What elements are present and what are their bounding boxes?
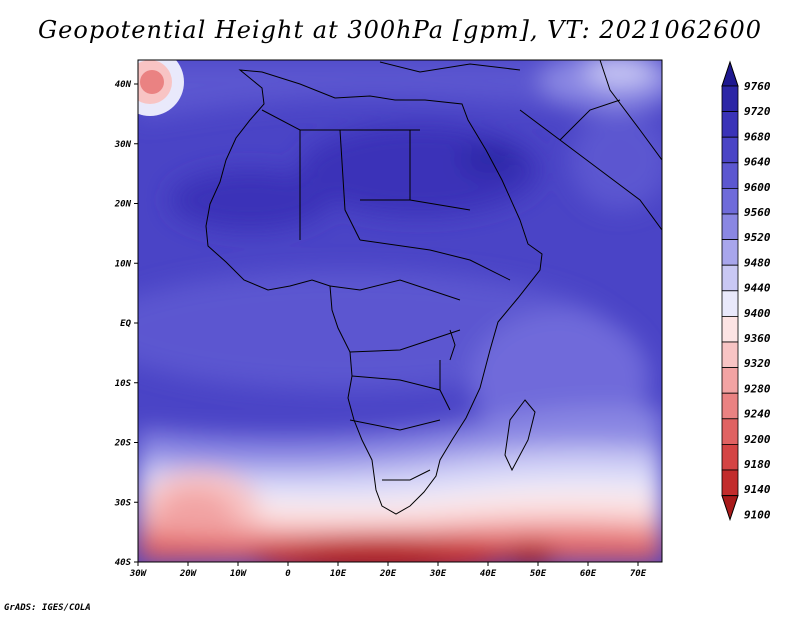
y-tick-label: 40S: [115, 558, 132, 568]
colorbar-segment: [721, 239, 739, 266]
colorbar-segment: [721, 264, 739, 292]
colorbar-bottom-arrow: [721, 495, 739, 522]
colorbar-label: 9140: [744, 483, 771, 496]
colorbar-label: 9760: [744, 80, 771, 93]
y-tick-label: 20S: [114, 439, 132, 449]
colorbar-label: 9720: [744, 105, 771, 118]
x-tick-label: 30E: [429, 569, 447, 579]
x-tick-label: 60E: [580, 569, 597, 579]
colorbar-label: 9100: [744, 508, 771, 521]
colorbar-label: 9480: [744, 256, 771, 269]
y-tick-label: 30S: [114, 498, 132, 508]
colorbar-label: 9280: [744, 382, 771, 395]
colorbar-label: 9400: [744, 307, 771, 320]
y-tick-label: 10N: [115, 259, 132, 269]
x-tick-label: 20E: [379, 569, 397, 579]
colorbar-label: 9240: [744, 408, 771, 421]
y-tick-label: 30N: [114, 140, 132, 150]
colorbar-label: 9180: [744, 458, 771, 471]
colorbar-label: 9200: [744, 433, 771, 446]
colorbar-label: 9680: [744, 130, 771, 143]
colorbar-segment: [721, 187, 739, 215]
x-tick-label: 0: [285, 569, 291, 579]
colorbar-segment: [721, 111, 739, 138]
y-tick-label: EQ: [120, 319, 131, 329]
colorbar-label: 9560: [744, 206, 771, 219]
colorbar-label: 9600: [744, 181, 771, 194]
colorbar-segment: [721, 136, 739, 164]
colorbar-segment: [721, 85, 739, 113]
x-tick-label: 70E: [630, 569, 647, 579]
x-axis: 30W 20W 10W 0 10E 20E 30E 40E 50E 60E 70E: [129, 562, 647, 579]
colorbar-segment: [721, 392, 739, 420]
colorbar: 9760 9720 9680 9640 9600 9560 9520 9480 9440 9400…: [721, 60, 771, 522]
height-field: [138, 60, 662, 562]
colorbar-label: 9360: [744, 332, 771, 345]
colorbar-segment: [721, 315, 739, 343]
x-tick-label: 10W: [230, 569, 248, 579]
x-tick-label: 10E: [330, 569, 347, 579]
y-tick-label: 10S: [115, 379, 132, 389]
y-tick-label: 40N: [115, 80, 132, 90]
colorbar-segment: [721, 213, 739, 241]
colorbar-segment: [721, 418, 739, 445]
colorbar-segment: [721, 341, 739, 369]
colorbar-top-arrow: [721, 60, 739, 87]
colorbar-label: 9320: [744, 357, 771, 370]
plot-frame: [137, 59, 663, 563]
x-tick-label: 40E: [480, 569, 497, 579]
colorbar-segment: [721, 367, 739, 394]
x-tick-label: 30W: [129, 569, 148, 579]
x-tick-label: 20W: [179, 569, 198, 579]
y-tick-label: 20N: [114, 200, 132, 210]
y-axis: 40N 30N 20N 10N EQ 10S 20S 30S 40S: [114, 80, 138, 568]
colorbar-segment: [721, 443, 739, 471]
colorbar-segment: [721, 469, 739, 497]
colorbar-segment: [721, 290, 739, 317]
colorbar-segment: [721, 162, 739, 189]
colorbar-label: 9520: [744, 231, 771, 244]
colorbar-label: 9640: [744, 156, 771, 169]
map-title: Geopotential Height at 300hPa [gpm], VT:…: [38, 16, 762, 44]
coastlines: [205, 60, 662, 515]
x-tick-label: 50E: [530, 569, 547, 579]
colorbar-label: 9440: [744, 282, 771, 295]
grads-credit: GrADS: IGES/COLA: [4, 603, 91, 613]
